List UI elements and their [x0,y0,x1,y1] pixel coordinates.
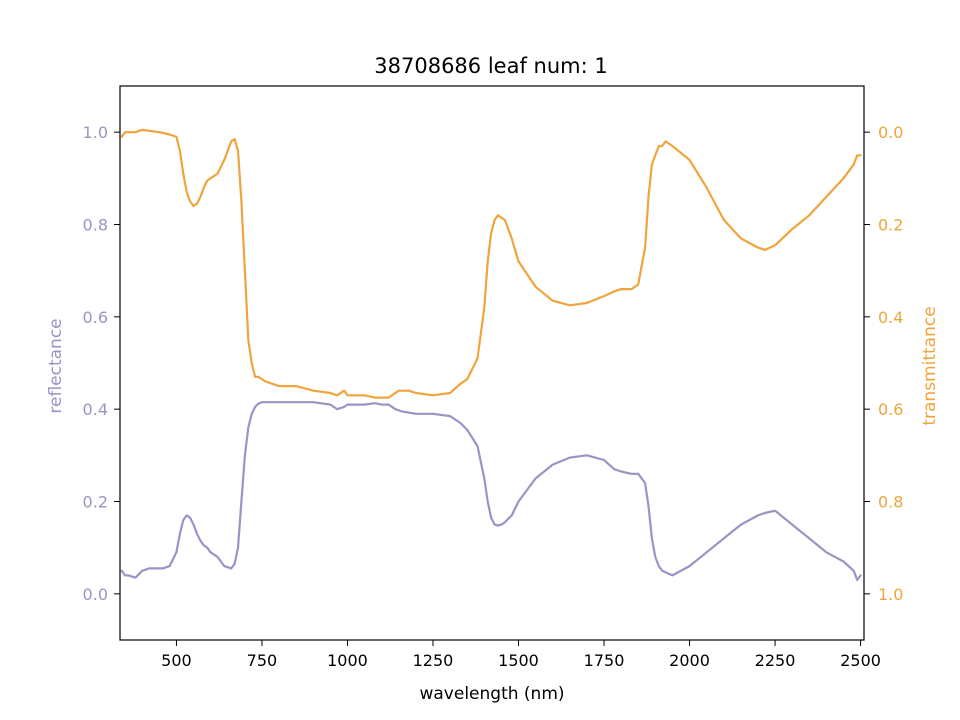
right-y-tick-label: 0.8 [878,493,903,512]
x-tick-label: 750 [247,651,278,670]
x-tick-label: 1750 [584,651,625,670]
right-y-tick-label: 1.0 [878,585,903,604]
x-tick-label: 500 [161,651,192,670]
left-y-tick-label: 0.4 [83,400,108,419]
left-y-axis-ticks: 0.0 0.2 0.4 0.6 0.8 1.0 [83,123,120,604]
left-y-tick-label: 0.8 [83,216,108,235]
x-tick-label: 2500 [840,651,881,670]
plot-frame [119,85,865,641]
right-y-axis-label: transmittance [920,306,940,425]
right-y-axis-ticks: 0.0 0.2 0.4 0.6 0.8 1.0 [864,123,903,604]
x-tick-label: 2250 [755,651,796,670]
left-y-tick-label: 1.0 [83,123,108,142]
x-axis-label: wavelength (nm) [419,684,564,704]
left-y-tick-label: 0.6 [83,308,108,327]
right-y-tick-label: 0.2 [878,216,903,235]
left-y-axis-label: reflectance [46,318,66,413]
transmittance-series-line [120,128,862,399]
right-y-tick-label: 0.6 [878,400,903,419]
right-y-tick-label: 0.0 [878,123,903,142]
reflectance-series-line [120,401,862,582]
right-y-tick-label: 0.4 [878,308,903,327]
x-axis-ticks: 500 750 1000 1250 1500 1750 2000 2250 2500 [161,640,881,670]
chart-title: 38708686 leaf num: 1 [374,54,607,78]
x-tick-label: 1250 [413,651,454,670]
x-tick-label: 2000 [669,651,710,670]
x-tick-label: 1000 [327,651,368,670]
series-layer [120,128,862,582]
left-y-tick-label: 0.2 [83,493,108,512]
x-tick-label: 1500 [498,651,539,670]
left-y-tick-label: 0.0 [83,585,108,604]
